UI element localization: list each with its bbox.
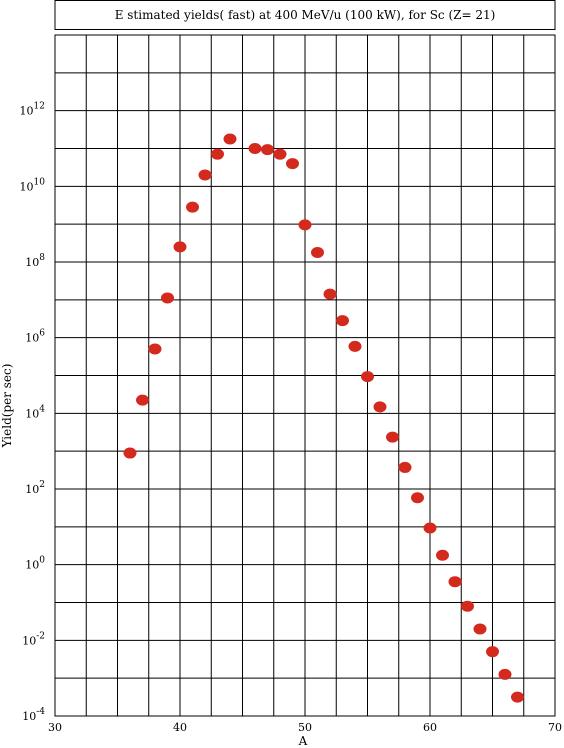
data-point xyxy=(461,600,474,612)
data-point xyxy=(298,219,312,231)
data-point xyxy=(273,148,287,160)
y-tick-label: 10-4 xyxy=(22,707,45,723)
data-point xyxy=(348,340,362,352)
title-box xyxy=(54,0,556,30)
y-tick-label: 104 xyxy=(25,404,45,420)
y-tick-label: 100 xyxy=(25,556,45,572)
x-tick-label: 60 xyxy=(423,721,437,734)
data-point xyxy=(386,431,399,443)
data-point xyxy=(511,691,524,703)
x-tick-label: 30 xyxy=(48,721,62,734)
data-point xyxy=(398,461,412,473)
data-point xyxy=(336,315,349,327)
data-point xyxy=(486,646,499,658)
y-tick-label: 106 xyxy=(25,329,45,345)
data-point xyxy=(473,623,487,635)
data-point xyxy=(261,144,274,156)
data-point xyxy=(436,549,449,561)
x-tick-label: 70 xyxy=(548,721,562,734)
y-tick-label: 108 xyxy=(25,253,45,269)
data-point xyxy=(448,576,462,588)
y-tick-label: 102 xyxy=(25,480,45,496)
data-point xyxy=(311,247,324,259)
data-point xyxy=(211,148,224,160)
data-point xyxy=(423,522,437,534)
data-point xyxy=(411,492,424,504)
x-tick-label: 50 xyxy=(298,721,312,734)
y-tick-label: 1010 xyxy=(20,177,46,193)
data-point xyxy=(123,447,137,459)
data-point xyxy=(161,292,174,304)
data-point xyxy=(136,394,149,406)
x-tick-label: 40 xyxy=(173,721,187,734)
data-point xyxy=(286,158,299,170)
x-axis-label: A xyxy=(298,734,308,748)
y-axis-label: Yield(per sec) xyxy=(0,364,14,449)
data-point xyxy=(148,343,162,355)
data-point xyxy=(323,288,337,300)
data-point xyxy=(186,201,199,213)
data-point xyxy=(223,133,237,145)
data-point xyxy=(173,241,187,253)
y-tick-label: 1012 xyxy=(20,102,45,118)
data-point xyxy=(498,668,512,680)
data-point xyxy=(248,143,262,154)
chart-title: E stimated yields( fast) at 400 MeV/u (1… xyxy=(115,8,496,22)
data-point xyxy=(198,169,212,181)
data-point xyxy=(361,371,374,383)
data-point xyxy=(373,401,387,413)
y-tick-label: 10-2 xyxy=(22,631,45,647)
